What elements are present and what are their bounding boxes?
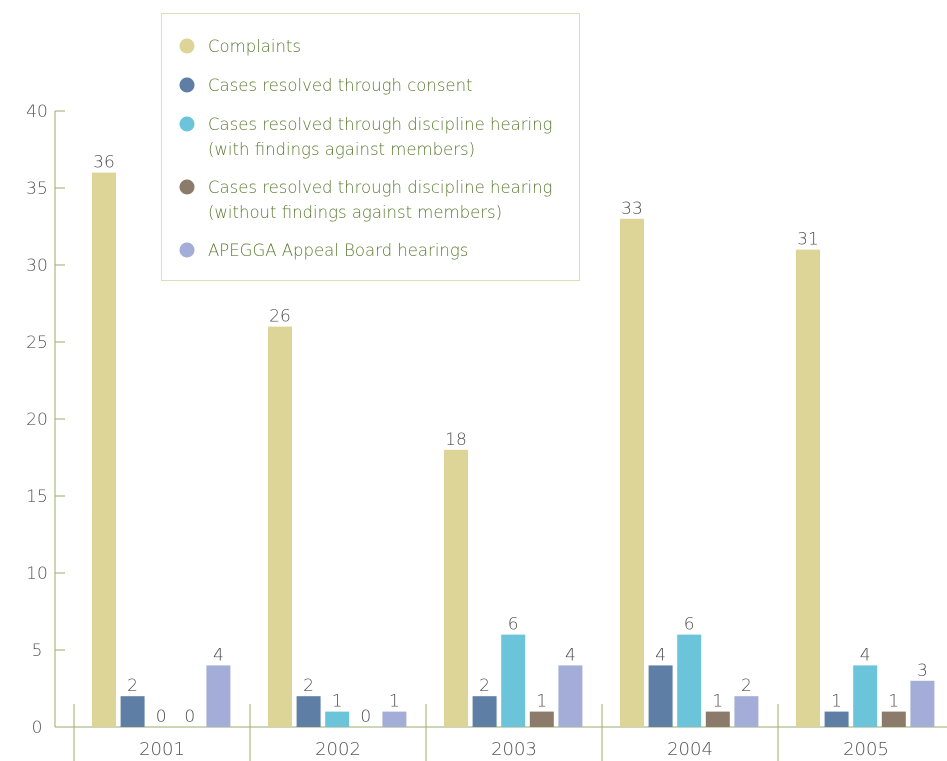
data-label: 33 [621, 199, 643, 219]
data-label: 0 [156, 707, 167, 727]
data-label: 2 [741, 676, 752, 696]
x-tick-label: 2003 [491, 739, 537, 760]
bar [881, 711, 906, 727]
y-tick-label: 30 [26, 256, 48, 276]
legend-marker [179, 77, 195, 93]
bar [620, 218, 644, 728]
data-label: 4 [655, 645, 666, 665]
data-label: 6 [508, 615, 519, 635]
y-tick-label: 35 [26, 179, 48, 199]
legend-entry: Cases resolved through discipline hearin… [208, 115, 552, 159]
bar [501, 634, 526, 727]
bar [734, 696, 759, 727]
bar [206, 665, 231, 727]
data-label: 1 [389, 692, 400, 712]
data-label: 26 [269, 307, 291, 327]
y-tick-label: 15 [26, 487, 48, 507]
bar [853, 665, 878, 727]
data-label: 4 [213, 645, 224, 665]
bar [796, 249, 820, 727]
bar [558, 665, 583, 727]
data-label: 1 [332, 692, 343, 712]
legend-marker [179, 116, 195, 132]
data-label: 1 [712, 692, 723, 712]
x-tick-label: 2001 [139, 739, 185, 760]
data-label: 4 [860, 645, 871, 665]
bar [677, 634, 702, 727]
data-label: 4 [565, 645, 576, 665]
data-label: 31 [797, 230, 819, 250]
data-label: 2 [303, 676, 314, 696]
data-label: 1 [536, 692, 547, 712]
legend-box [161, 13, 580, 281]
chart-legend: Complaints Cases resolved through consent… [161, 13, 580, 281]
y-tick-label: 25 [26, 333, 48, 353]
bar [296, 696, 321, 727]
bar [910, 680, 935, 727]
bar [92, 172, 116, 728]
data-label: 6 [684, 615, 695, 635]
data-label: 0 [184, 707, 195, 727]
x-tick-label: 2005 [843, 739, 889, 760]
y-tick-label: 10 [26, 564, 48, 584]
bar [268, 326, 292, 727]
data-label: 36 [93, 153, 115, 173]
bar [824, 711, 849, 727]
legend-entry: Complaints [208, 37, 301, 56]
legend-marker [179, 38, 195, 54]
bar [120, 696, 145, 727]
data-label: 3 [917, 661, 928, 681]
legend-entry: Cases resolved through consent [208, 76, 473, 95]
legend-entry: APEGGA Appeal Board hearings [208, 241, 468, 260]
bar [444, 449, 468, 727]
data-label: 2 [479, 676, 490, 696]
y-tick-label: 0 [32, 718, 43, 738]
legend-marker [179, 242, 195, 258]
y-tick-label: 40 [26, 102, 48, 122]
y-tick-label: 5 [32, 641, 43, 661]
data-label: 2 [127, 676, 138, 696]
bar [648, 665, 673, 727]
legend-entry: Cases resolved through discipline hearin… [208, 178, 552, 222]
data-label: 0 [360, 707, 371, 727]
bar [382, 711, 407, 727]
bar [472, 696, 497, 727]
x-tick-label: 2004 [667, 739, 713, 760]
bar [705, 711, 730, 727]
data-label: 1 [888, 692, 899, 712]
y-tick-label: 20 [26, 410, 48, 430]
data-label: 1 [831, 692, 842, 712]
bar [325, 711, 350, 727]
legend-marker [179, 179, 195, 195]
x-tick-label: 2002 [315, 739, 361, 760]
bar [529, 711, 554, 727]
data-label: 18 [445, 430, 467, 450]
